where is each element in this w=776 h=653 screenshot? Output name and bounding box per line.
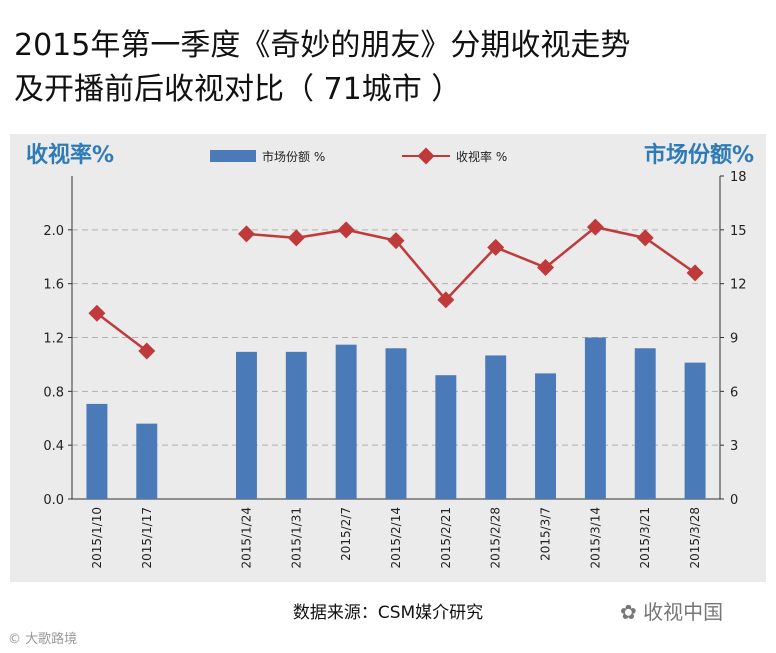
line-point	[88, 304, 106, 322]
line-point	[287, 229, 305, 247]
line-point	[636, 229, 654, 247]
legend-bar-label: 市场份额 %	[262, 149, 325, 164]
bar	[485, 355, 507, 499]
x-tick-label: 2015/3/21	[638, 507, 652, 569]
x-tick-label: 2015/2/21	[439, 507, 453, 569]
bar	[285, 351, 307, 499]
wechat-icon: ✿	[620, 600, 644, 624]
right-tick-label: 0	[730, 493, 738, 508]
line-point	[387, 232, 405, 250]
watermark-right: ✿ 收视中国	[620, 600, 724, 624]
left-tick-label: 1.6	[43, 278, 64, 293]
bar	[235, 351, 257, 499]
legend-line-marker	[417, 147, 435, 165]
chart-panel: 收视率% 市场份额% 市场份额 % 收视率 % 0.0 0.4 0.8 1.2 1.6 2.0 0 3…	[10, 134, 766, 582]
x-tick-label: 2015/2/28	[489, 507, 503, 569]
x-tick-label: 2015/3/14	[588, 507, 602, 569]
bar	[385, 348, 407, 499]
left-tick-label: 0.8	[43, 385, 64, 400]
right-tick-label: 6	[730, 385, 738, 400]
right-tick-label: 15	[730, 224, 747, 239]
right-tick-label: 18	[730, 170, 747, 185]
data-source: 数据来源：CSM媒介研究	[292, 603, 484, 623]
x-tick-label: 2015/3/7	[539, 507, 553, 561]
left-tick-label: 0.0	[43, 493, 64, 508]
x-tick-label: 2015/3/28	[688, 507, 702, 569]
legend-line-label: 收视率 %	[456, 149, 507, 164]
x-tick-label: 2015/2/7	[339, 507, 353, 561]
right-tick-label: 3	[730, 439, 738, 454]
line-point	[337, 221, 355, 239]
x-tick-label: 2015/2/14	[389, 507, 403, 569]
line-point	[686, 264, 704, 282]
x-tick-label: 2015/1/24	[239, 507, 253, 569]
copyright-icon: ©	[8, 632, 26, 647]
x-tick-label: 2015/1/31	[289, 507, 303, 569]
series-line	[96, 312, 148, 352]
bar	[634, 348, 656, 499]
series-line	[246, 225, 696, 302]
combo-chart: 收视率% 市场份额% 市场份额 % 收视率 % 0.0 0.4 0.8 1.2 1.6 2.0 0 3…	[26, 142, 754, 569]
chart-title-line2: 及开播前后收视对比（ 71城市 ）	[14, 72, 462, 107]
left-tick-label: 2.0	[43, 224, 64, 239]
right-tick-label: 9	[730, 332, 738, 347]
right-tick-label: 12	[730, 278, 747, 293]
x-tick-label: 2015/1/17	[140, 507, 154, 569]
bar	[86, 403, 108, 499]
right-axis-title: 市场份额%	[644, 142, 754, 168]
watermark-left: © 大歌路境	[8, 632, 78, 647]
bar	[435, 375, 457, 499]
line-point	[237, 225, 255, 243]
x-tick-label: 2015/1/10	[90, 507, 104, 569]
line-point	[487, 238, 505, 256]
chart-title-line1: 2015年第一季度《奇妙的朋友》分期收视走势	[14, 28, 631, 63]
left-axis-title: 收视率%	[26, 142, 114, 168]
bar	[684, 362, 706, 499]
left-tick-label: 0.4	[43, 439, 64, 454]
left-tick-label: 1.2	[43, 332, 64, 347]
bar	[584, 337, 606, 499]
line-point	[586, 218, 604, 236]
line-point	[138, 342, 156, 360]
bar	[535, 373, 557, 499]
line-point	[437, 291, 455, 309]
bar	[335, 344, 357, 499]
bar	[136, 423, 158, 499]
legend-bar-swatch	[210, 150, 256, 162]
